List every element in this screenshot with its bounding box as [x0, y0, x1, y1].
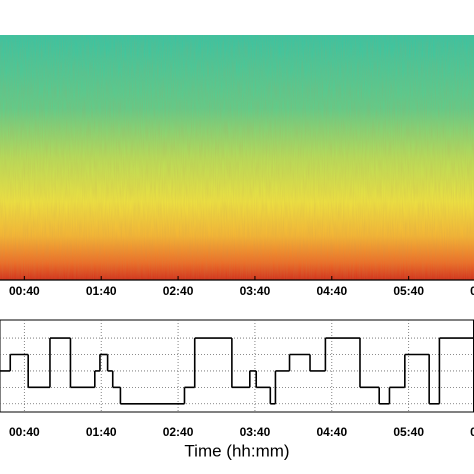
x-tick-label: 06:40	[470, 425, 474, 439]
spectrogram-texture	[0, 35, 474, 280]
hypnogram-frame	[0, 319, 474, 413]
x-tick-label: 00:40	[9, 284, 40, 298]
x-tick-label: 03:40	[240, 284, 271, 298]
x-axis-label: Time (hh:mm)	[184, 441, 289, 460]
x-tick-label: 02:40	[163, 284, 194, 298]
x-tick-label: 04:40	[316, 284, 347, 298]
x-tick-label: 03:40	[240, 425, 271, 439]
x-tick-label: 06:40	[470, 284, 474, 298]
x-tick-label: 05:40	[393, 284, 424, 298]
x-tick-label: 00:40	[9, 425, 40, 439]
x-tick-label: 02:40	[163, 425, 194, 439]
x-tick-label: 01:40	[86, 284, 117, 298]
x-tick-label: 04:40	[316, 425, 347, 439]
x-tick-label: 05:40	[393, 425, 424, 439]
x-tick-label: 01:40	[86, 425, 117, 439]
